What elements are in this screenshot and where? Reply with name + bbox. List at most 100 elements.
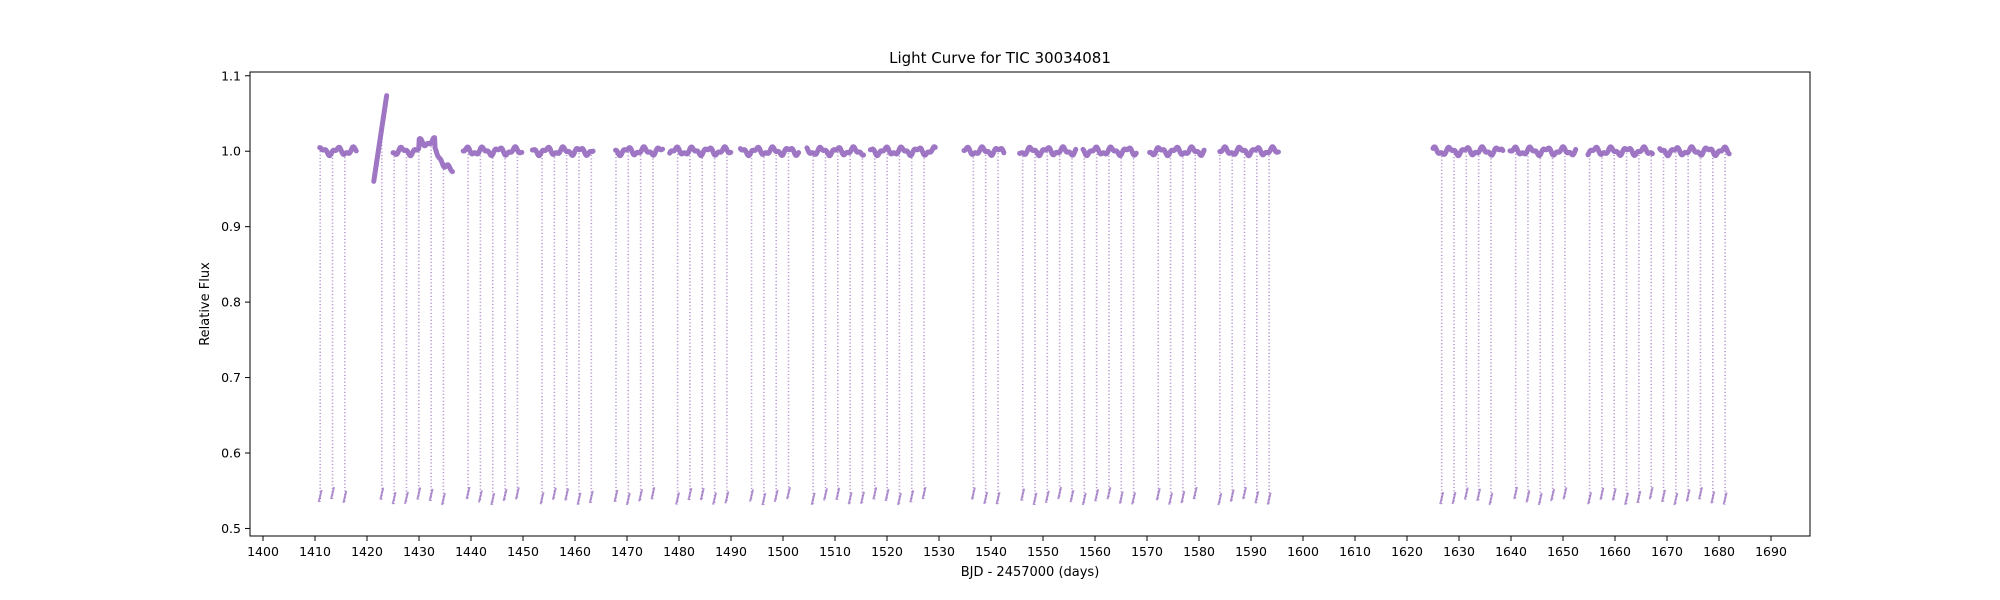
eclipse-minimum bbox=[638, 489, 644, 502]
eclipse-minimum bbox=[342, 490, 348, 504]
eclipse-minimum bbox=[1550, 488, 1556, 502]
eclipse-minimum bbox=[1488, 492, 1494, 506]
y-tick-label: 1.1 bbox=[221, 68, 241, 83]
eclipse-minimum bbox=[551, 487, 557, 500]
eclipse-minimum bbox=[1648, 486, 1654, 500]
eclipse-minimum bbox=[724, 491, 730, 504]
flux-baseline-segment bbox=[1507, 144, 1579, 159]
eclipse-minimum bbox=[1106, 487, 1112, 500]
eclipse-minimum bbox=[1476, 488, 1482, 502]
eclipse-minimum bbox=[391, 491, 397, 505]
eclipse-minimum bbox=[1155, 488, 1161, 501]
eclipse-minimum bbox=[1081, 492, 1087, 506]
x-tick-label: 1500 bbox=[767, 544, 799, 559]
x-tick-label: 1580 bbox=[1183, 544, 1215, 559]
y-axis: 0.5 0.6 0.7 0.8 0.9 1.0 1.1 bbox=[221, 68, 250, 536]
eclipse-minimum bbox=[1463, 487, 1469, 500]
eclipse-minimum bbox=[823, 488, 828, 501]
flux-baseline-segment bbox=[1017, 144, 1079, 159]
x-tick-label: 1460 bbox=[559, 544, 591, 559]
x-tick-label: 1690 bbox=[1755, 544, 1787, 559]
x-tick-label: 1570 bbox=[1131, 544, 1163, 559]
y-tick-label: 0.9 bbox=[221, 219, 241, 234]
eclipse-minimum bbox=[1451, 491, 1457, 505]
eclipse-minimum bbox=[1624, 492, 1630, 506]
eclipse-minimum bbox=[1710, 491, 1716, 504]
eclipse-minimum bbox=[1525, 490, 1531, 503]
x-tick-label: 1630 bbox=[1443, 544, 1475, 559]
chart-title: Light Curve for TIC 30034081 bbox=[889, 49, 1111, 67]
eclipse-minimum bbox=[1254, 490, 1260, 504]
eclipse-minimum bbox=[675, 492, 681, 505]
eclipse-minimum bbox=[1020, 488, 1026, 501]
eclipse-minimum bbox=[699, 487, 705, 501]
x-tick-label: 1640 bbox=[1495, 544, 1527, 559]
eclipse-minimum bbox=[995, 491, 1001, 505]
x-tick-label: 1410 bbox=[299, 544, 331, 559]
data-layer bbox=[317, 93, 1732, 506]
eclipse-minimum bbox=[1562, 487, 1568, 500]
eclipse-minimum bbox=[1118, 491, 1124, 504]
x-tick-label: 1530 bbox=[923, 544, 955, 559]
flux-baseline-segment bbox=[317, 144, 359, 159]
eclipse-minimum bbox=[477, 490, 483, 503]
flux-baseline-segment bbox=[613, 144, 666, 159]
eclipse-minimum bbox=[1180, 490, 1186, 504]
eclipse-minimum bbox=[970, 487, 976, 500]
plot-background bbox=[250, 72, 1810, 536]
eclipse-minimum bbox=[514, 487, 520, 500]
eclipse-minimum bbox=[749, 489, 755, 502]
x-tick-label: 1420 bbox=[351, 544, 383, 559]
x-tick-label: 1610 bbox=[1339, 544, 1371, 559]
flux-baseline-segment bbox=[1080, 144, 1139, 159]
eclipse-minimum bbox=[539, 492, 545, 505]
x-tick-label: 1650 bbox=[1547, 544, 1579, 559]
eclipse-minimum bbox=[761, 492, 767, 506]
eclipse-minimum bbox=[379, 487, 385, 500]
eclipse-minimum bbox=[576, 492, 582, 506]
eclipse-minimum bbox=[1168, 492, 1174, 505]
x-tick-label: 1520 bbox=[871, 544, 903, 559]
eclipse-minimum bbox=[1661, 489, 1666, 503]
eclipse-minimum bbox=[1673, 492, 1679, 506]
eclipse-minimum bbox=[1636, 490, 1642, 504]
eclipse-minimum bbox=[712, 492, 718, 505]
eclipse-minimum bbox=[317, 489, 323, 503]
y-tick-label: 0.7 bbox=[221, 370, 241, 385]
eclipse-minimum bbox=[1611, 488, 1617, 501]
flux-baseline-segment bbox=[961, 144, 1007, 158]
eclipse-minimum bbox=[786, 486, 791, 500]
eclipse-minimum bbox=[465, 486, 471, 500]
eclipse-minimum bbox=[1057, 486, 1063, 500]
flux-baseline-segment bbox=[667, 144, 734, 159]
y-tick-label: 1.0 bbox=[221, 144, 241, 159]
eclipse-minimum bbox=[1537, 492, 1543, 506]
eclipse-minimum bbox=[884, 488, 890, 502]
x-tick-label: 1510 bbox=[819, 544, 851, 559]
plot-frame bbox=[249, 71, 1811, 537]
eclipse-minimum bbox=[613, 489, 619, 503]
x-tick-label: 1620 bbox=[1391, 544, 1423, 559]
eclipse-minimum bbox=[1131, 492, 1137, 505]
x-tick-label: 1680 bbox=[1703, 544, 1735, 559]
eclipse-minimum bbox=[490, 492, 496, 506]
x-tick-label: 1560 bbox=[1079, 544, 1111, 559]
eclipse-minimum bbox=[1069, 489, 1075, 503]
eclipse-minimum bbox=[1587, 492, 1593, 505]
eclipse-minimum bbox=[403, 491, 409, 505]
eclipse-minimum bbox=[1439, 491, 1445, 505]
x-tick-label: 1490 bbox=[715, 544, 747, 559]
x-tick-label: 1660 bbox=[1599, 544, 1631, 559]
x-tick-label: 1400 bbox=[247, 544, 279, 559]
eclipse-minimum bbox=[1217, 492, 1223, 506]
flux-baseline-segment bbox=[1585, 144, 1655, 158]
eclipse-minimum bbox=[625, 492, 631, 506]
y-axis-label: Relative Flux bbox=[198, 262, 213, 346]
x-tick-label: 1440 bbox=[455, 544, 487, 559]
eclipse-minimum bbox=[1192, 486, 1198, 500]
x-tick-label: 1550 bbox=[1027, 544, 1059, 559]
eclipse-minimum bbox=[810, 492, 816, 506]
x-tick-label: 1450 bbox=[507, 544, 539, 559]
flux-baseline-segment bbox=[529, 144, 596, 159]
